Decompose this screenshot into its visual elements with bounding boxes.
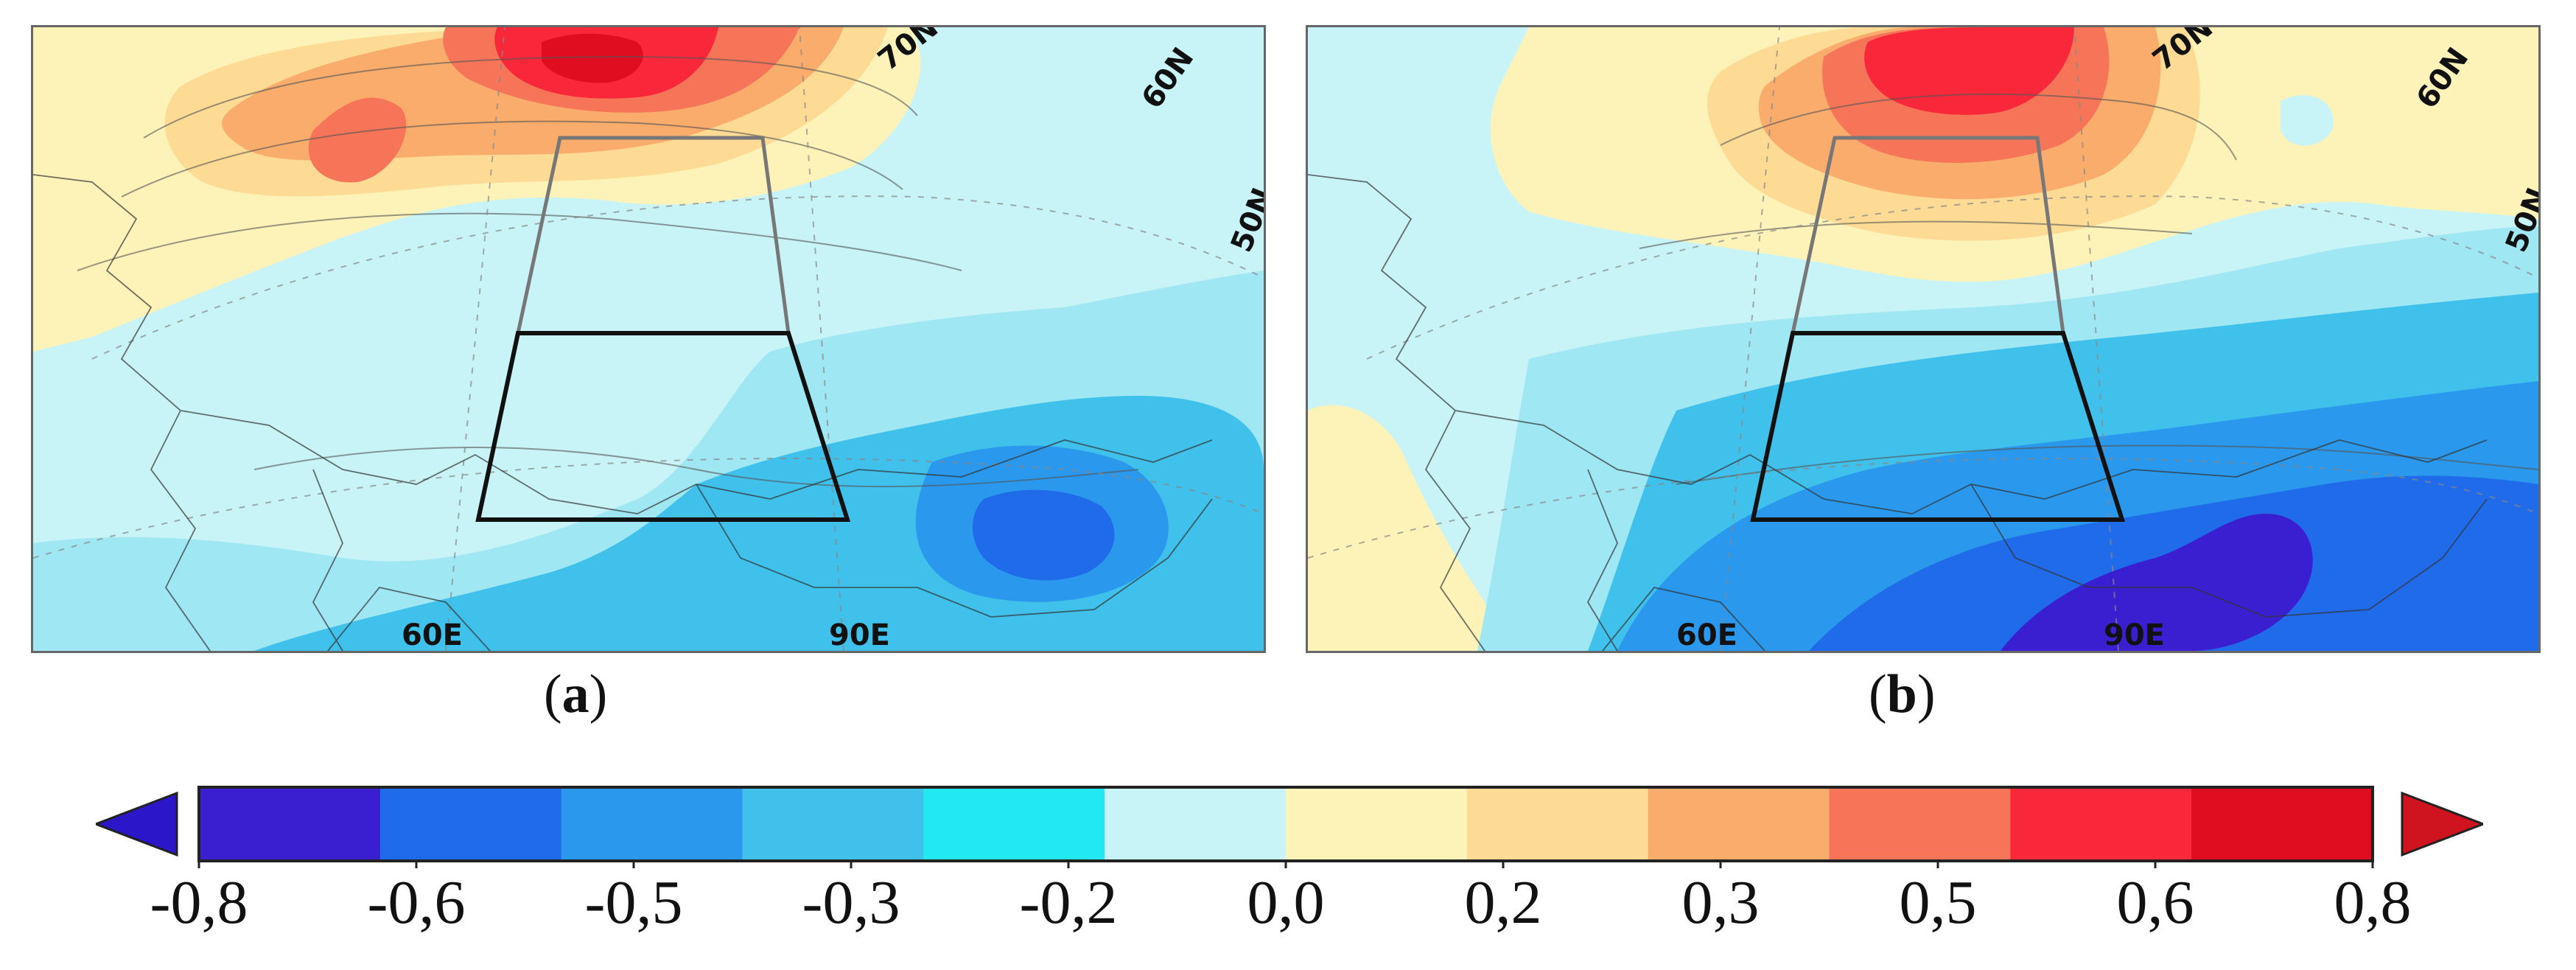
colorbar-bins <box>199 787 2373 861</box>
map-b-canvas: 70N 60N 50N 60E 90E <box>1308 27 2538 651</box>
colorbar-bin <box>923 787 1105 861</box>
map-a-graticule <box>33 27 1264 651</box>
map-a-lon-60e: 60E <box>402 618 463 651</box>
colorbar-bin <box>2191 787 2373 861</box>
colorbar-bin <box>1829 787 2011 861</box>
map-b-field-yellow-left <box>1308 405 1499 651</box>
colorbar-bin <box>561 787 743 861</box>
map-a-borders <box>33 174 1213 651</box>
colorbar-tick-label: -0,8 <box>150 868 248 937</box>
colorbar-tick-label: -0,3 <box>802 868 900 937</box>
colorbar-tick-label: -0,6 <box>367 868 466 937</box>
map-a-box-south <box>475 331 851 522</box>
colorbar-over-arrow <box>2401 791 2483 857</box>
map-b-lon-90e: 90E <box>2104 618 2165 651</box>
colorbar-tick-label: -0,2 <box>1019 868 1118 937</box>
colorbar-tick-label: 0,8 <box>2334 868 2412 937</box>
colorbar-tick-label: 0,3 <box>1681 868 1760 937</box>
map-b-contours <box>1639 93 2538 485</box>
colorbar-bin <box>199 787 381 861</box>
colorbar-under-arrow <box>96 791 178 857</box>
colorbar-bin <box>742 787 924 861</box>
map-a-lon-90e: 90E <box>829 618 890 651</box>
colorbar-tick-label: -0,5 <box>584 868 683 937</box>
colorbar-bin <box>1466 787 1649 861</box>
map-a-field-dark-blue <box>973 489 1115 581</box>
map-b-field-light-cyan-patch <box>2281 95 2334 146</box>
map-b-graticule <box>1308 27 2538 651</box>
colorbar-tick-marks <box>197 861 2374 868</box>
colorbar-tick-label: 0,2 <box>1464 868 1542 937</box>
map-panel-b: 70N 60N 50N 60E 90E <box>1306 25 2541 653</box>
panel-label-b: (b) <box>1869 664 1936 725</box>
map-b-box-south <box>1750 331 2126 522</box>
map-panel-a: 70N 60N 50N 60E 90E <box>31 25 1266 653</box>
map-b-field-indigo <box>2001 514 2313 651</box>
panel-label-a: (a) <box>544 664 608 725</box>
map-b-field-red <box>1864 27 2074 115</box>
colorbar-tick-label: 0,0 <box>1247 868 1325 937</box>
map-a-field-dark-red <box>542 33 643 83</box>
colorbar-tick-label: 0,5 <box>1899 868 1977 937</box>
map-a-canvas: 70N 60N 50N 60E 90E <box>33 27 1264 651</box>
colorbar-bin <box>1648 787 1830 861</box>
colorbar <box>96 786 2483 868</box>
colorbar-bin <box>379 787 562 861</box>
colorbar-tick-label: 0,6 <box>2116 868 2194 937</box>
colorbar-bin <box>2010 787 2192 861</box>
map-b-lon-60e: 60E <box>1676 618 1737 651</box>
colorbar-bin <box>1286 787 1468 861</box>
colorbar-bin <box>1105 787 1287 861</box>
map-b-borders <box>1308 174 2488 651</box>
